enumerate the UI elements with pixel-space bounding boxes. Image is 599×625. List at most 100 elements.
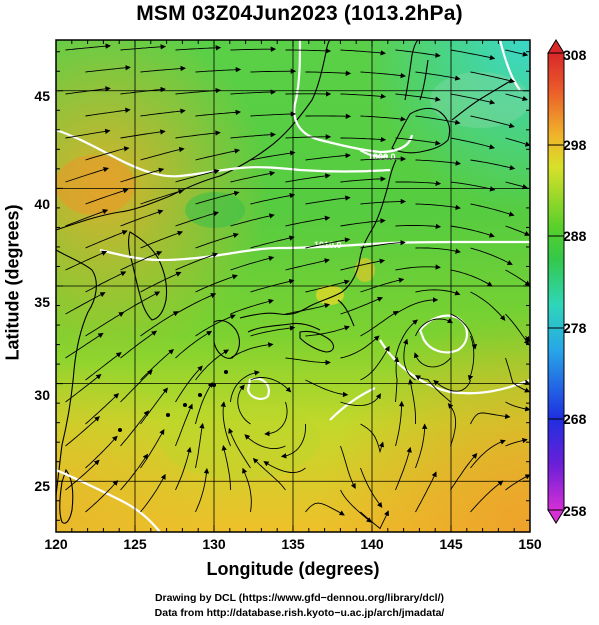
wind-streamline <box>470 247 513 265</box>
wind-streamline <box>505 225 530 236</box>
y-tick-label: 35 <box>34 294 50 310</box>
wind-streamline <box>264 401 288 437</box>
wind-streamline <box>220 401 231 447</box>
contour-label: 1000.0 <box>368 152 396 162</box>
x-tick-label: 120 <box>44 536 68 552</box>
wind-streamline <box>450 269 493 287</box>
wind-streamline <box>230 89 277 95</box>
wind-streamline <box>65 166 109 183</box>
wind-streamline <box>450 453 478 491</box>
y-tick-label: 30 <box>34 387 50 403</box>
wind-streamline <box>85 311 125 337</box>
wind-streamline <box>65 373 102 403</box>
wind-streamline <box>85 146 130 161</box>
wind-streamline <box>250 235 295 249</box>
wind-streamline <box>140 311 179 337</box>
wind-streamline <box>195 381 213 425</box>
wind-streamline <box>175 130 221 139</box>
y-tick-label: 45 <box>34 88 50 104</box>
wind-streamline <box>395 180 442 186</box>
wind-streamline <box>395 446 412 491</box>
wind-streamline <box>195 314 236 337</box>
wind-streamline <box>65 43 111 51</box>
wind-streamline <box>230 342 274 359</box>
wind-streamline <box>140 108 186 117</box>
credit-drawing: Drawing by DCL (https://www.gfd−dennou.o… <box>154 592 445 604</box>
wind-streamline <box>340 489 372 523</box>
wind-streamline <box>415 423 428 469</box>
wind-streamline <box>360 310 399 337</box>
colorbar-body <box>547 52 565 511</box>
wind-streamline <box>140 429 165 469</box>
wind-streamline <box>340 258 386 271</box>
colorbar-tick-label: 308 <box>563 47 587 63</box>
x-tick-label: 140 <box>360 536 384 552</box>
wind-streamline <box>505 181 528 190</box>
wind-streamline <box>175 45 222 51</box>
wind-streamline <box>230 255 275 271</box>
x-tick-label: 130 <box>202 536 226 552</box>
wind-streamline <box>195 232 239 249</box>
wind-streamline <box>140 230 184 249</box>
wind-streamline <box>450 225 495 238</box>
wind-streamline <box>415 71 461 81</box>
wind-streamline <box>305 279 350 293</box>
wind-streamline <box>120 291 161 315</box>
wind-streamline <box>252 457 286 491</box>
wind-streamline <box>65 416 100 447</box>
wind-streamline <box>415 471 437 513</box>
wind-streamline <box>340 393 381 407</box>
wind-streamline <box>403 338 416 381</box>
wind-streamline <box>230 213 275 227</box>
wind-streamline <box>305 502 345 516</box>
wind-streamline <box>195 148 241 161</box>
wind-streamline <box>470 439 506 469</box>
wind-streamline <box>230 170 276 183</box>
wind-streamline <box>120 330 158 359</box>
wind-streamline <box>228 427 251 469</box>
wind-streamline <box>175 252 219 271</box>
wind-streamline <box>450 137 495 150</box>
wind-streamline <box>305 70 352 76</box>
wind-streamline <box>505 137 530 147</box>
wind-streamline <box>360 198 407 205</box>
wind-streamline <box>415 115 461 125</box>
colorbar-tick-label: 278 <box>563 320 587 336</box>
wind-streamline <box>195 468 210 513</box>
grid-lines <box>56 40 530 532</box>
wind-streamline <box>85 352 122 381</box>
wind-streamline <box>250 377 292 393</box>
wind-streamline <box>120 129 166 139</box>
wind-streamline <box>280 423 307 459</box>
wind-streamline <box>360 71 406 79</box>
contour-label: 1010.0 <box>314 240 342 250</box>
wind-streamline <box>450 313 478 350</box>
y-axis-label: Latitude (degrees) <box>2 204 23 361</box>
wind-streamline <box>237 384 251 425</box>
wind-streamline <box>415 247 461 254</box>
isobar-contours <box>56 40 530 532</box>
wind-streamline <box>175 211 219 227</box>
wind-streamline <box>120 44 166 51</box>
wind-streamline <box>360 115 406 122</box>
wind-streamline <box>263 461 306 473</box>
wind-streamline <box>447 402 457 447</box>
wind-streamline <box>65 250 108 271</box>
wind-streamline <box>340 218 386 227</box>
wind-streamline <box>505 474 530 491</box>
wind-streamline <box>140 65 186 73</box>
colorbar-tick-label: 258 <box>563 503 587 519</box>
wind-streamline <box>305 152 351 161</box>
wind-streamline <box>65 459 100 491</box>
x-tick-label: 145 <box>439 536 463 552</box>
colorbar-tick-label: 298 <box>563 137 587 153</box>
wind-streamline <box>175 330 213 359</box>
colorbar-bottom-triangle <box>547 509 565 524</box>
wind-streamline <box>395 223 442 230</box>
wind-streamline <box>470 203 515 217</box>
wind-streamline <box>505 93 528 102</box>
wind-streamline <box>395 319 419 359</box>
wind-streamline <box>195 274 238 293</box>
wind-streamline <box>340 93 387 99</box>
